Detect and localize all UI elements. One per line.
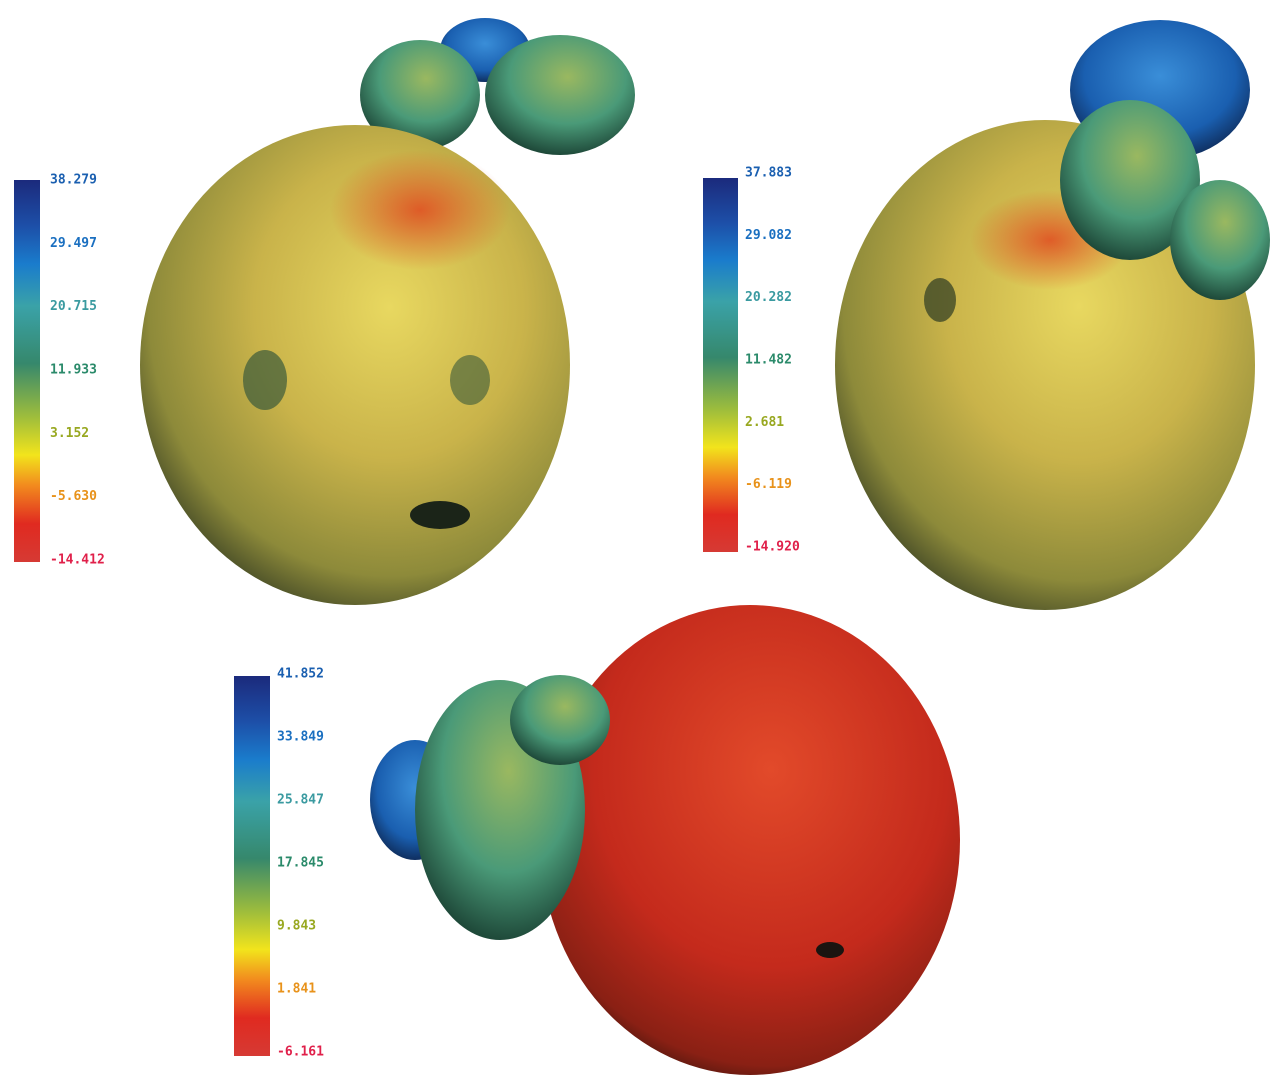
colorbar-3 [234,676,270,1056]
scale-label: -14.412 [50,553,105,568]
scale-label: 41.852 [277,667,324,682]
scale-label: -5.630 [50,489,97,504]
figure: 38.279 29.497 20.715 11.933 3.152 -5.630 -14.4… [0,0,1274,1076]
scale-label: 11.933 [50,363,97,378]
surface-2 [835,20,1270,610]
scale-label: 29.082 [745,228,792,243]
scale-label: 2.681 [745,415,784,430]
scale-label: 11.482 [745,353,792,368]
scale-label: 37.883 [745,166,792,181]
scale-label: 20.715 [50,299,97,314]
colorbar-1 [14,180,40,562]
scale-label: 3.152 [50,426,89,441]
scale-label: -14.920 [745,540,800,555]
scale-label: 1.841 [277,982,316,997]
page: 38.279 29.497 20.715 11.933 3.152 -5.630 -14.4… [0,0,1274,1076]
colorbar-2 [703,178,738,552]
scale-label: -6.161 [277,1045,324,1060]
scale-label: 20.282 [745,290,792,305]
scale-label: 29.497 [50,236,97,251]
scale-label: 33.849 [277,730,324,745]
scale-label: -6.119 [745,477,792,492]
scale-label: 9.843 [277,919,316,934]
surface-1 [140,18,635,605]
scale-label: 38.279 [50,173,97,188]
scale-label: 17.845 [277,856,324,871]
scale-label: 25.847 [277,793,324,808]
surface-3 [370,605,960,1075]
